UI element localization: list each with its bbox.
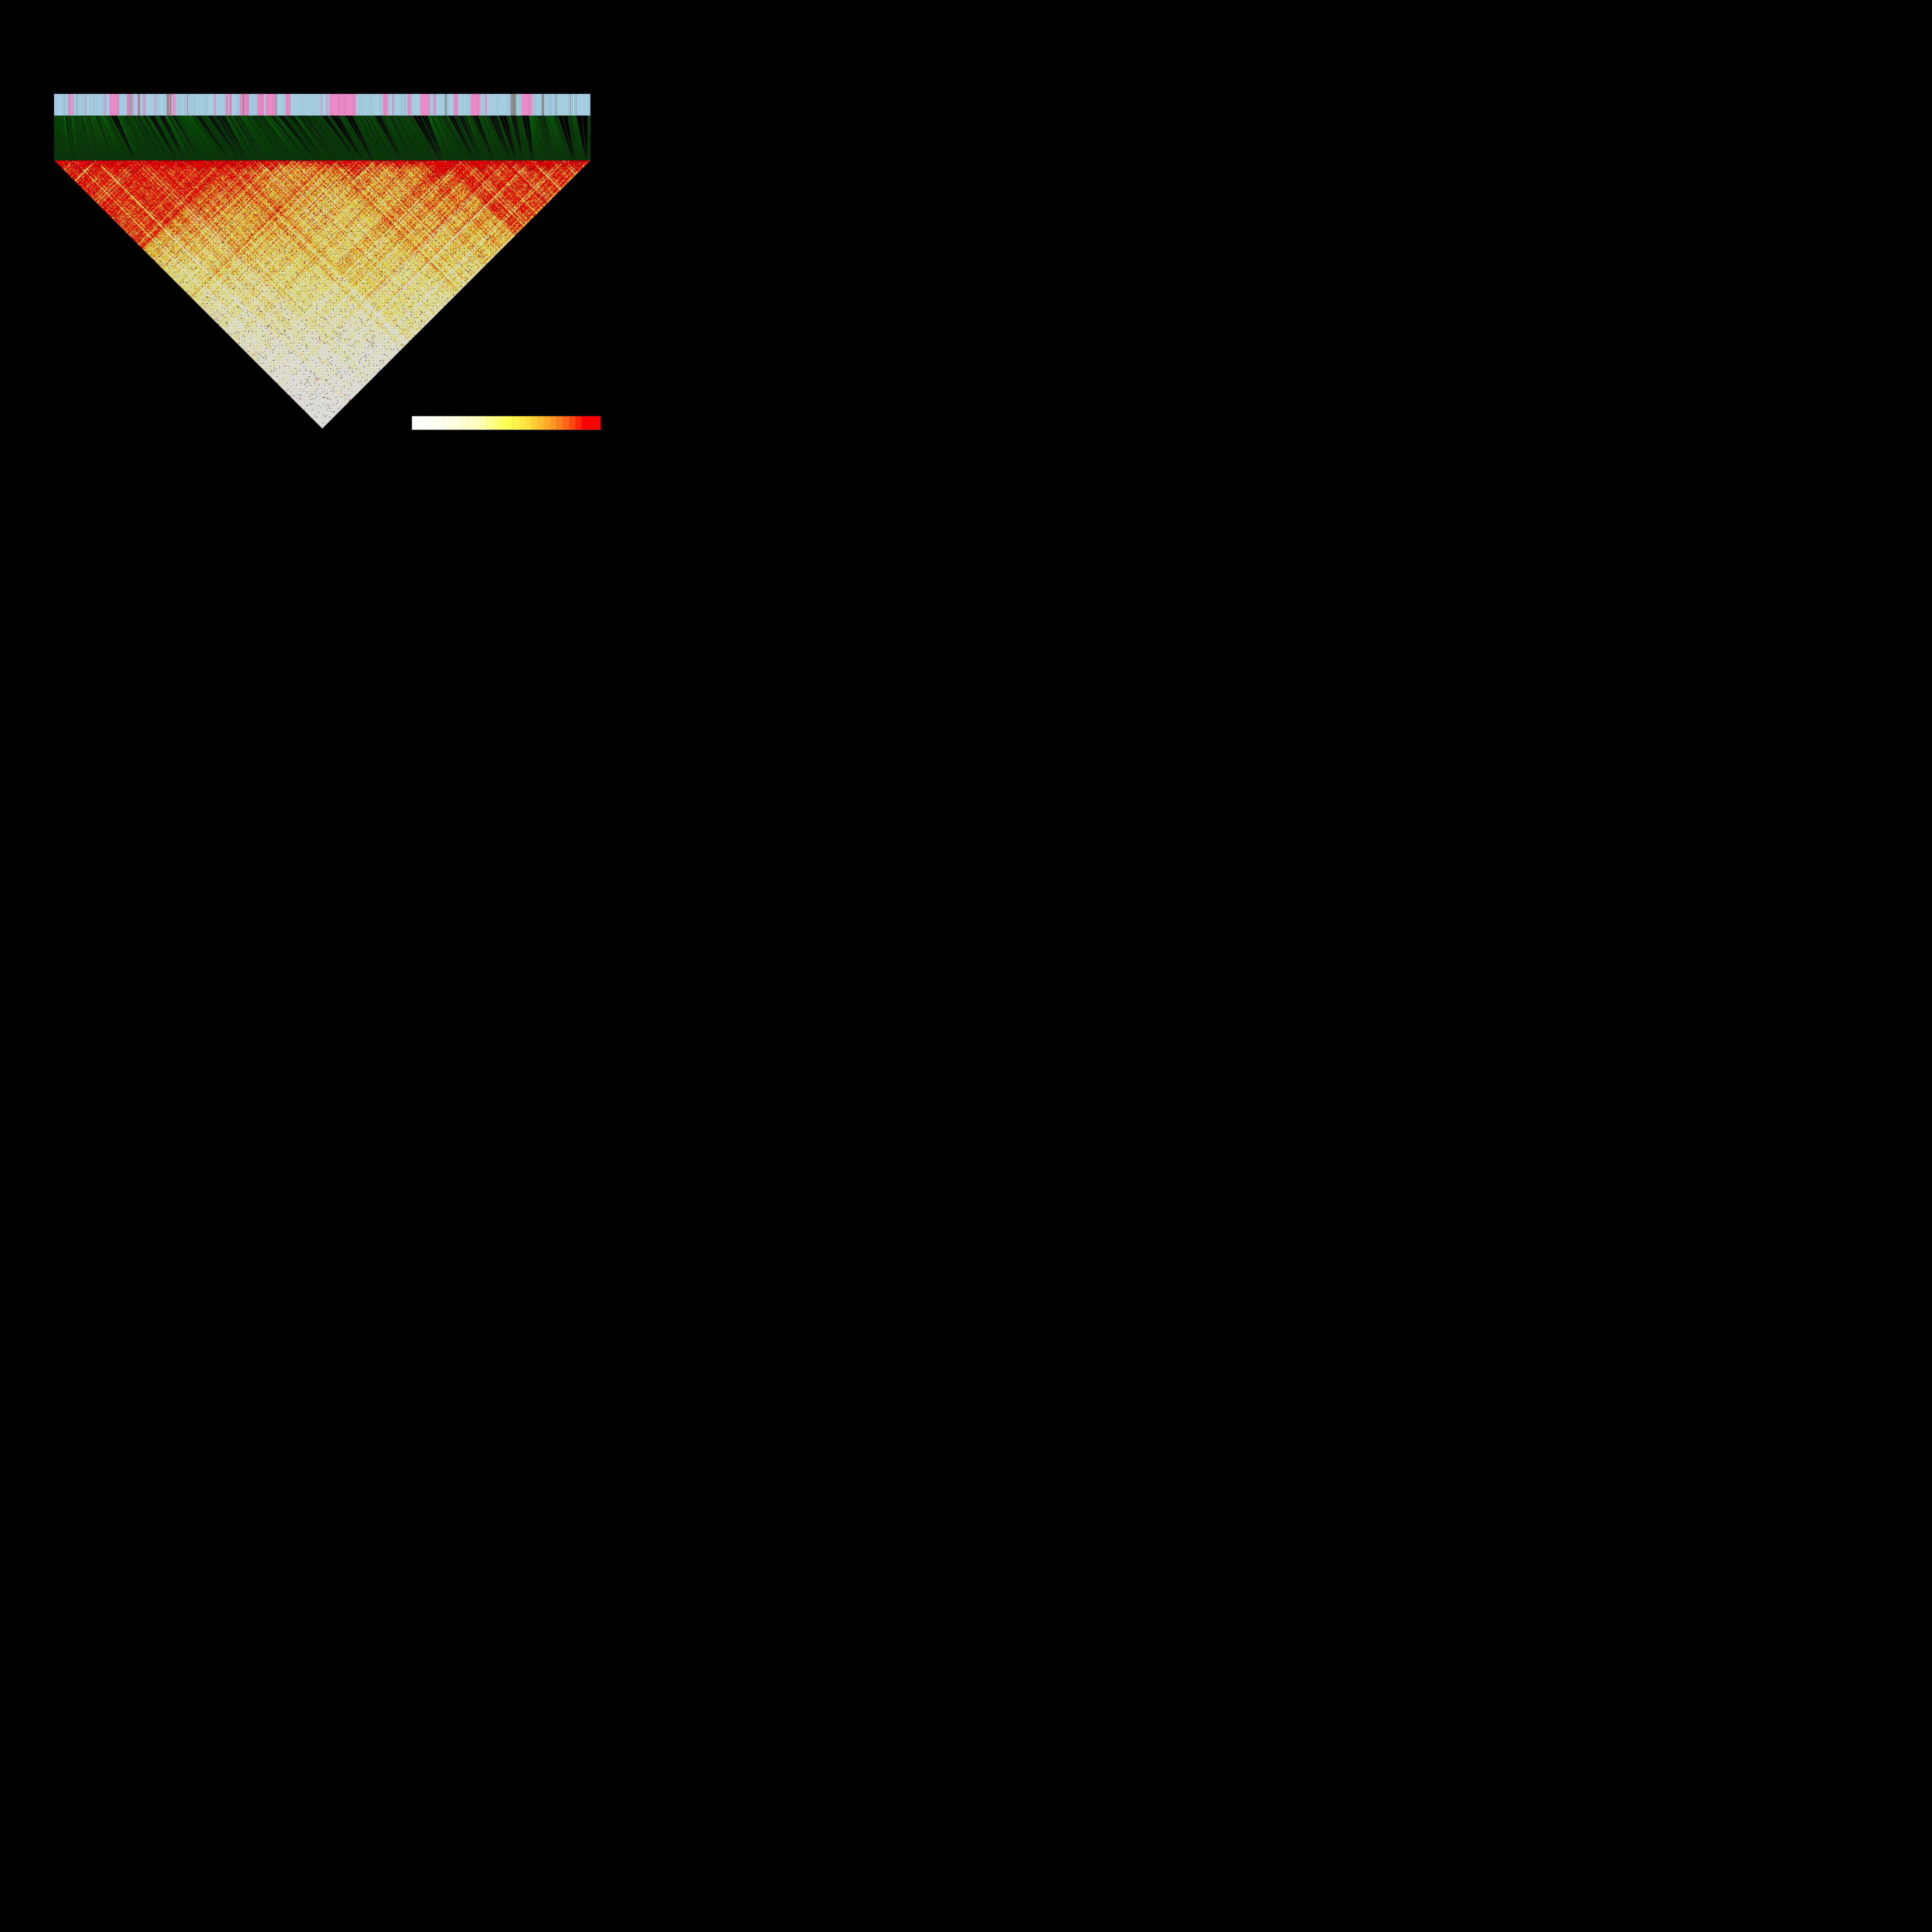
snp-annotation-track <box>54 94 590 116</box>
ld-triangle-heatmap <box>54 160 590 431</box>
ld-plot-figure <box>0 0 617 456</box>
snp-position-fan-track <box>54 116 590 160</box>
color-key-legend <box>411 416 602 431</box>
